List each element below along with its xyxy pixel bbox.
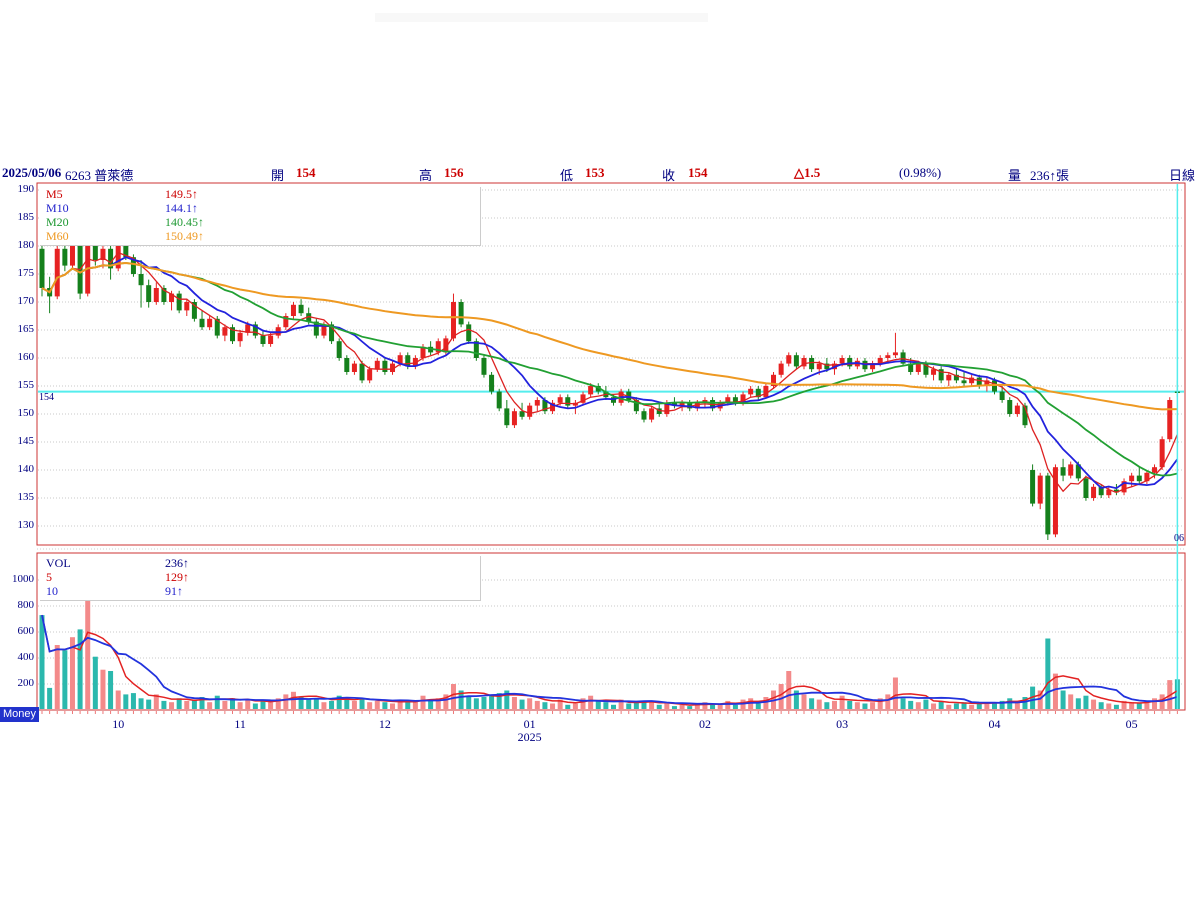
volume-label: 量 [1008,168,1022,183]
period-label[interactable]: 日線 [1169,168,1196,183]
last-date-label: 06 [1174,533,1184,544]
price-axis-label: 185 [17,211,35,223]
vma5-value: 129↑ [165,570,189,584]
m10-label: M10 [46,201,69,215]
month-label: 10 [112,717,125,731]
legend-row-m60: M60 150.49↑ [40,229,480,243]
price-axis-label: 140 [17,463,35,475]
legend-row-m20: M20 140.45↑ [40,215,480,229]
low-value: 153 [585,165,605,180]
legend-row-vol: VOL 236↑ [40,556,480,570]
m20-value: 140.45↑ [165,215,204,229]
m5-label: M5 [46,187,63,201]
month-label: 04 [988,717,1001,731]
month-label: 03 [836,717,849,731]
price-axis-label: 145 [17,435,35,447]
price-axis-label: 135 [17,491,35,503]
open-label: 開 [271,168,285,183]
money-watermark-badge: Money [0,707,40,722]
price-axis-label: 190 [17,183,35,195]
month-label: 02 [698,717,711,731]
vol-label: VOL [46,556,71,570]
price-axis-label: 150 [17,407,35,419]
vma5-label: 5 [46,570,52,584]
legend-row-vma10: 10 91↑ [40,584,480,598]
m20-label: M20 [46,215,69,229]
price-axis-label: 130 [17,519,35,531]
high-value: 156 [444,165,464,180]
vma10-label: 10 [46,584,58,598]
volume-axis-label: 1000 [12,573,34,585]
volume-legend: VOL 236↑ 5 129↑ 10 91↑ [40,556,481,601]
vma10-value: 91↑ [165,584,183,598]
month-label: 05 [1125,717,1138,731]
high-label: 高 [419,168,433,183]
price-axis-label: 170 [17,295,35,307]
volume-axis-label: 600 [17,625,35,637]
m5-value: 149.5↑ [165,187,198,201]
price-volume-chart-canvas[interactable] [0,0,1200,760]
volume-axis-label: 400 [17,651,35,663]
header-date: 2025/05/06 [2,165,62,180]
volume-axis-label: 800 [17,599,35,611]
legend-row-m5: M5 149.5↑ [40,187,480,201]
price-axis-label: 175 [17,267,35,279]
volume-value: 236↑張 [1030,168,1070,183]
change-percent: (0.98%) [899,165,942,180]
price-axis-label: 180 [17,239,35,251]
header-stock-name: 6263 普萊德 [65,168,134,183]
price-axis-label: 155 [17,379,35,391]
m60-label: M60 [46,229,69,243]
year-label: 2025 [517,730,542,744]
legend-row-m10: M10 144.1↑ [40,201,480,215]
crosshair-price-label: 154 [39,392,54,403]
m60-value: 150.49↑ [165,229,204,243]
change-value: △1.5 [794,165,821,180]
volume-axis-label: 200 [17,677,35,689]
top-decoration-band [375,13,708,22]
open-value: 154 [296,165,316,180]
vol-value: 236↑ [165,556,189,570]
close-value: 154 [688,165,708,180]
m10-value: 144.1↑ [165,201,198,215]
price-ma-legend: M5 149.5↑ M10 144.1↑ M20 140.45↑ M60 150… [40,187,481,246]
price-axis-label: 160 [17,351,35,363]
month-label: 12 [378,717,391,731]
month-label: 01 [523,717,536,731]
legend-row-vma5: 5 129↑ [40,570,480,584]
month-label: 11 [234,717,246,731]
price-axis-label: 165 [17,323,35,335]
close-label: 收 [662,168,676,183]
low-label: 低 [560,168,574,183]
